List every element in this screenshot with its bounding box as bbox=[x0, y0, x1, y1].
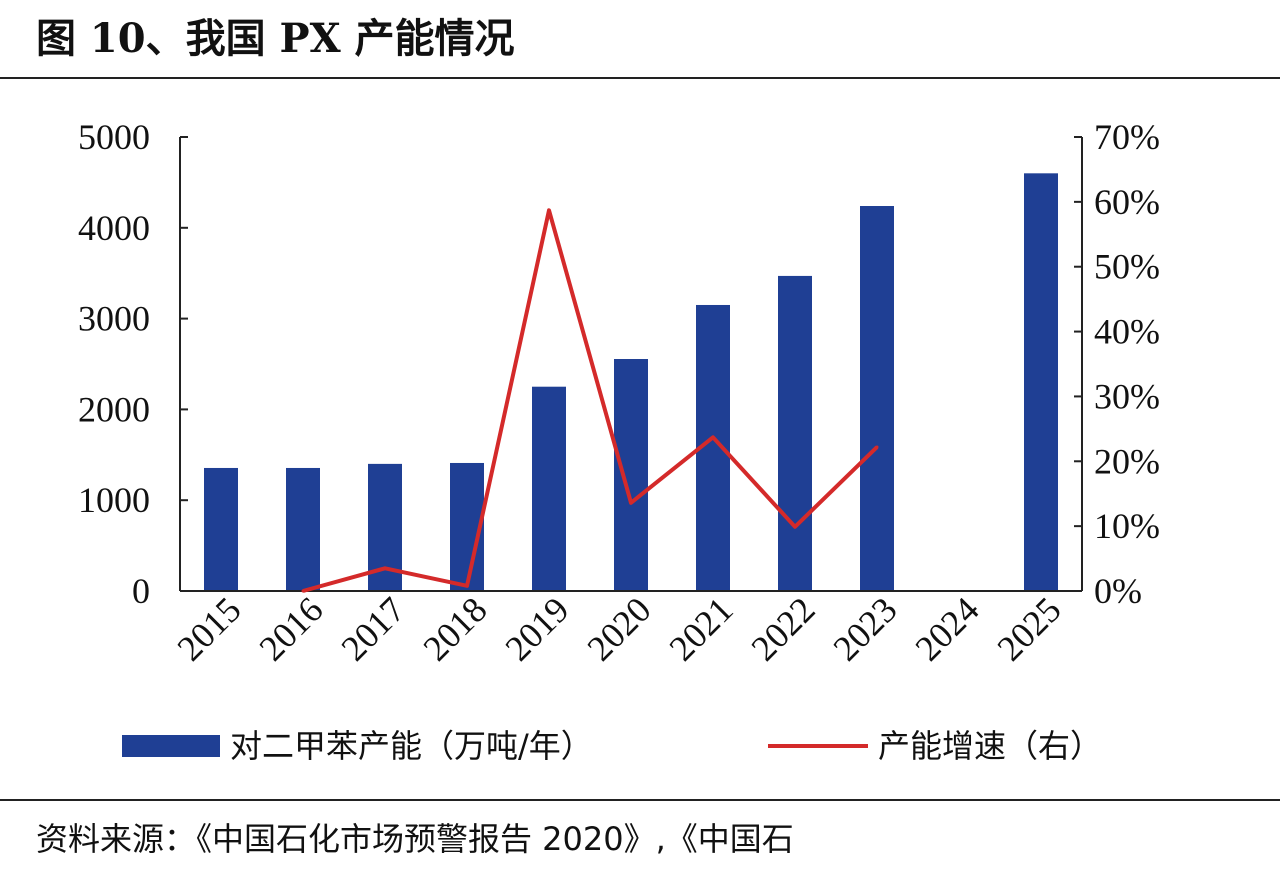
left-tick-label: 3000 bbox=[78, 299, 150, 339]
left-tick-label: 2000 bbox=[78, 389, 150, 429]
growth-point-2020 bbox=[629, 501, 633, 505]
x-tick-label: 2018 bbox=[415, 589, 494, 668]
left-tick-label: 5000 bbox=[78, 117, 150, 157]
legend-bar-swatch bbox=[122, 735, 220, 757]
x-tick-label: 2016 bbox=[251, 589, 330, 668]
bar-2016 bbox=[286, 467, 320, 591]
growth-point-2021 bbox=[711, 435, 715, 439]
x-tick-label: 2017 bbox=[333, 589, 412, 668]
right-tick-label: 50% bbox=[1094, 247, 1160, 287]
x-tick-label: 2023 bbox=[825, 589, 904, 668]
chart-title: 图 10、我国 PX 产能情况 bbox=[36, 15, 515, 62]
growth-point-2022 bbox=[793, 525, 797, 529]
growth-line bbox=[302, 208, 879, 593]
x-tick-label: 2022 bbox=[743, 589, 822, 668]
bar-2023 bbox=[860, 206, 894, 591]
right-tick-label: 20% bbox=[1094, 441, 1160, 481]
x-tick-label: 2020 bbox=[579, 589, 658, 668]
left-tick-label: 1000 bbox=[78, 480, 150, 520]
right-tick-label: 60% bbox=[1094, 182, 1160, 222]
right-tick-label: 0% bbox=[1094, 571, 1142, 611]
growth-point-2017 bbox=[383, 566, 387, 570]
growth-point-2016 bbox=[301, 589, 305, 593]
x-tick-label: 2019 bbox=[497, 589, 576, 668]
bar-2015 bbox=[204, 467, 238, 591]
legend-bar-label: 对二甲苯产能（万吨/年） bbox=[230, 727, 593, 765]
bar-2022 bbox=[778, 275, 812, 591]
growth-point-2018 bbox=[465, 584, 469, 588]
right-tick-label: 30% bbox=[1094, 376, 1160, 416]
growth-point-2023 bbox=[875, 445, 879, 449]
bar-2019 bbox=[532, 386, 566, 591]
x-tick-label: 2021 bbox=[661, 589, 740, 668]
right-tick-label: 40% bbox=[1094, 312, 1160, 352]
right-tick-label: 70% bbox=[1094, 117, 1160, 157]
x-tick-label: 2024 bbox=[907, 589, 986, 668]
x-tick-label: 2015 bbox=[169, 589, 248, 668]
left-tick-label: 4000 bbox=[78, 208, 150, 248]
left-tick-label: 0 bbox=[132, 571, 150, 611]
x-tick-label: 2025 bbox=[989, 589, 1068, 668]
legend-line-label: 产能增速（右） bbox=[878, 727, 1102, 765]
bar-2025 bbox=[1024, 173, 1058, 591]
source-note: 资料来源：《中国石化市场预警报告 2020》,《中国石 bbox=[36, 820, 794, 858]
bar-2020 bbox=[614, 359, 648, 591]
legend: 对二甲苯产能（万吨/年） 产能增速（右） bbox=[122, 727, 1102, 765]
right-tick-label: 10% bbox=[1094, 506, 1160, 546]
growth-point-2019 bbox=[547, 208, 551, 212]
